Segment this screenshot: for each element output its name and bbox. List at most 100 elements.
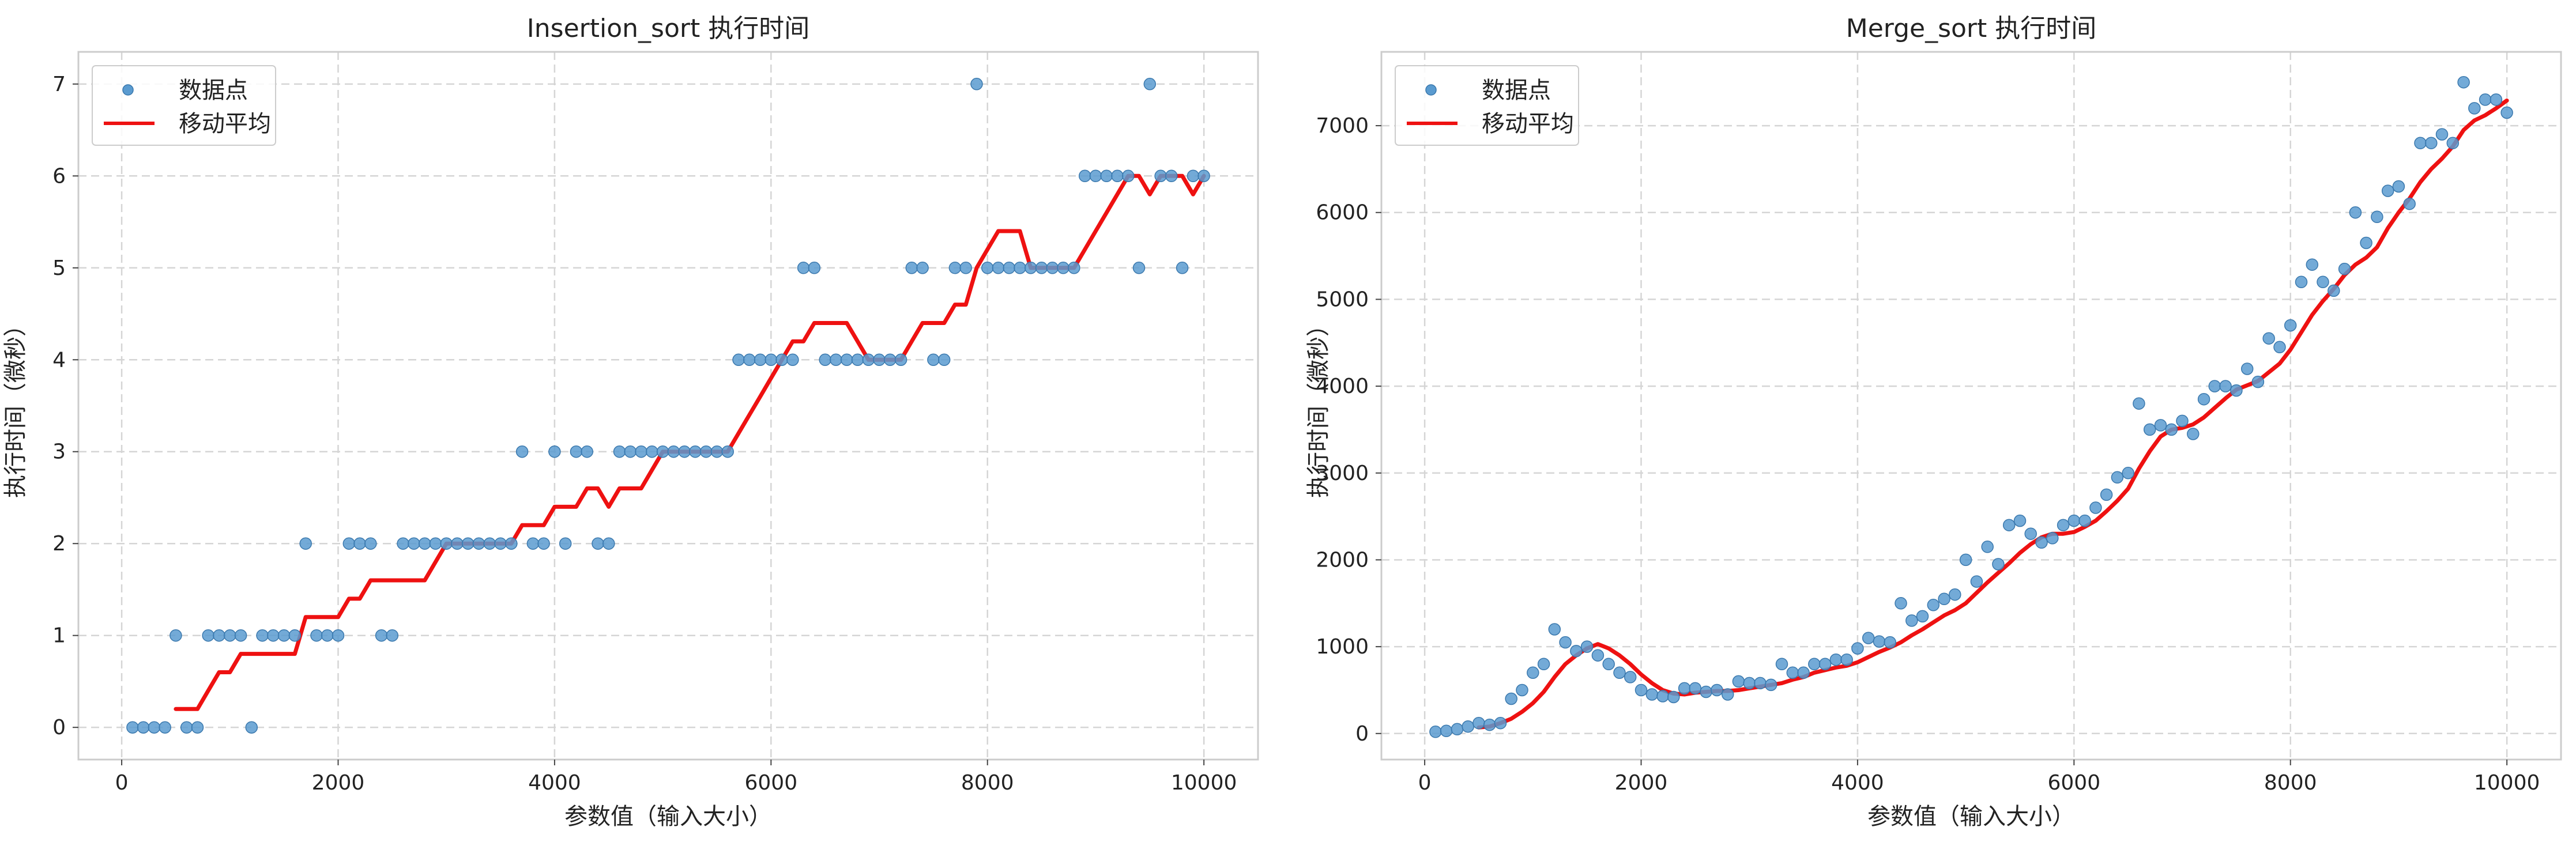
data-point (1754, 677, 1767, 690)
y-tick-label: 2000 (1316, 548, 1369, 572)
data-point (245, 721, 258, 734)
data-point (2328, 284, 2340, 297)
data-point (429, 537, 442, 550)
data-point (948, 262, 962, 274)
data-point (992, 262, 1005, 274)
data-point (1111, 169, 1124, 183)
y-tick-label: 0 (52, 716, 66, 739)
data-point (321, 629, 334, 642)
data-point (1667, 690, 1680, 704)
data-point (2349, 206, 2362, 219)
data-point (1884, 636, 1896, 649)
data-point (213, 629, 225, 642)
data-point (224, 629, 236, 642)
x-axis-label: 参数值（输入大小） (1867, 803, 2075, 830)
data-point (1700, 685, 1712, 698)
data-point (364, 537, 377, 550)
y-axis-label: 执行时间（微秒） (2, 314, 29, 498)
data-point (494, 537, 507, 550)
data-point (1613, 666, 1626, 679)
legend: 数据点 移动平均 (1395, 65, 1579, 146)
data-point (1057, 262, 1069, 274)
data-point (808, 262, 821, 274)
data-point (1165, 169, 1178, 183)
data-point (1635, 683, 1648, 697)
data-point (386, 629, 399, 642)
data-point (613, 445, 626, 458)
data-point (2219, 380, 2232, 392)
data-point (786, 353, 799, 367)
data-point (1992, 558, 2005, 571)
y-axis-ticks: 0 1000 2000 3000 4000 5000 6000 7000 (1316, 114, 1381, 746)
data-point (2122, 467, 2134, 479)
data-point (2176, 414, 2189, 428)
data-point (2078, 514, 2091, 527)
data-point (267, 629, 280, 642)
data-point (1970, 575, 1983, 588)
data-point (743, 353, 756, 367)
data-point (1905, 614, 1918, 627)
data-point (559, 537, 572, 550)
data-point (905, 262, 918, 274)
data-point (2251, 375, 2265, 388)
data-point (1732, 675, 1745, 688)
insertion-sort-plot: 0 2000 4000 6000 8000 10000 0 1 2 3 4 5 6 7 Insertio… (2, 14, 1259, 830)
data-point (2295, 275, 2308, 289)
data-point (2133, 397, 2145, 410)
data-point (916, 262, 929, 274)
x-tick-label: 6000 (745, 771, 798, 795)
data-point (2284, 319, 2297, 332)
data-point (1959, 553, 1972, 566)
data-point (927, 353, 940, 367)
data-point (602, 537, 615, 550)
data-point (1046, 262, 1059, 274)
data-point (1851, 642, 1864, 655)
data-point (1154, 169, 1167, 183)
data-point (2425, 137, 2438, 149)
data-point (775, 353, 788, 367)
x-tick-label: 0 (115, 771, 129, 795)
data-point (137, 721, 150, 734)
data-point (202, 629, 214, 642)
y-tick-label: 5 (52, 256, 66, 280)
data-point (1559, 636, 1572, 649)
data-point (277, 629, 291, 642)
data-point (2208, 380, 2221, 392)
data-point (1580, 640, 1594, 653)
data-point (710, 445, 724, 458)
chart-title: Merge_sort 执行时间 (1846, 14, 2097, 43)
data-point (1548, 623, 1561, 636)
data-point (2479, 93, 2492, 106)
data-point (840, 353, 853, 367)
y-tick-label: 7 (52, 73, 66, 96)
data-point (191, 721, 204, 734)
data-point (342, 537, 356, 550)
legend-box (92, 65, 276, 146)
data-point (2046, 532, 2059, 545)
data-point (959, 262, 972, 274)
data-point (505, 537, 518, 550)
data-point (1840, 653, 1853, 666)
data-point (1678, 682, 1691, 695)
data-point (2230, 384, 2243, 397)
data-point (819, 353, 831, 367)
data-point (451, 537, 464, 550)
data-point (570, 445, 583, 458)
data-point (894, 353, 907, 367)
data-point (2490, 93, 2503, 106)
data-point (256, 629, 269, 642)
data-point (1472, 716, 1485, 730)
data-point (548, 445, 561, 458)
x-tick-label: 8000 (2264, 771, 2317, 795)
data-point (408, 537, 420, 550)
data-point (2306, 258, 2319, 271)
data-point (2457, 75, 2470, 89)
merge-sort-plot: 0 2000 4000 6000 8000 10000 0 1000 2000 3000 4000… (1305, 14, 2562, 830)
data-point (1711, 683, 1723, 697)
axes-frame (77, 51, 1259, 761)
data-point (1916, 610, 1929, 623)
data-point (1689, 682, 1702, 695)
data-point (1176, 262, 1189, 274)
data-point (1764, 678, 1777, 692)
data-point (2197, 392, 2210, 406)
